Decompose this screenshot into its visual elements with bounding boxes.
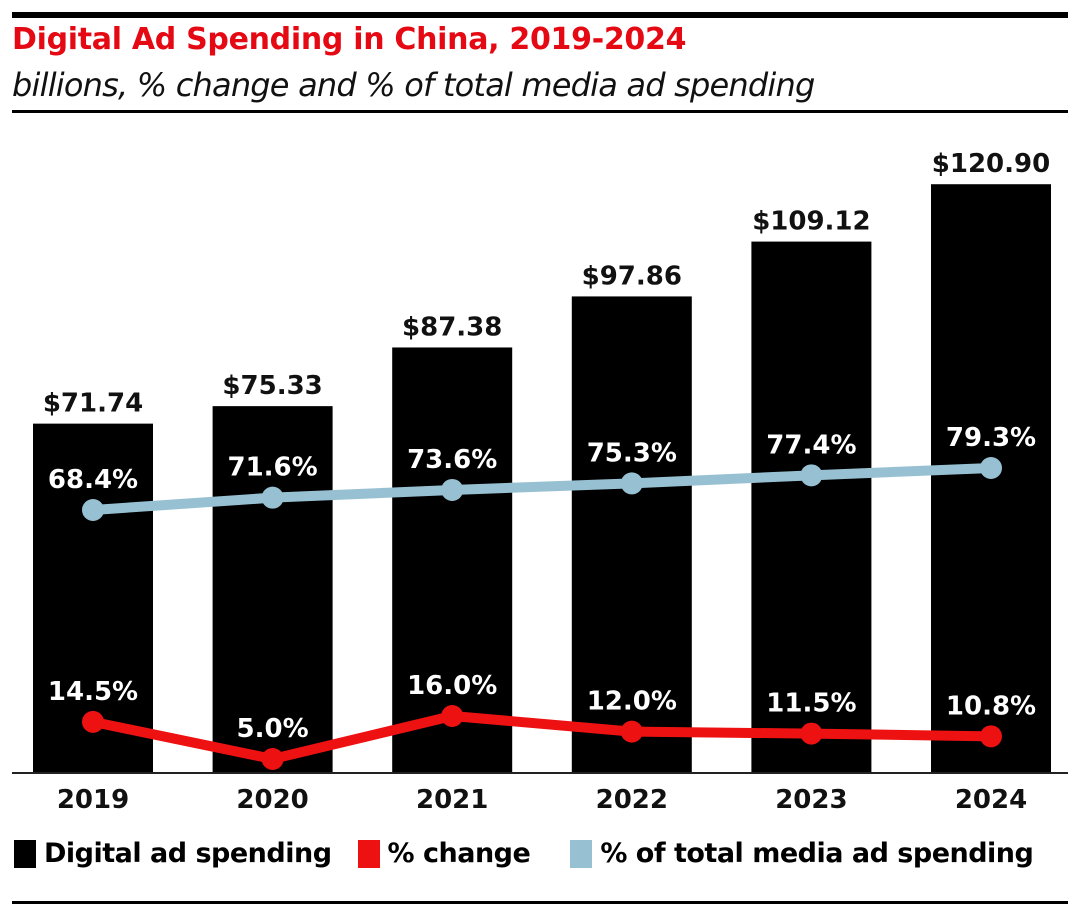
- pct-total-point-2024: [980, 457, 1002, 479]
- chart-subtitle: billions, % change and % of total media …: [12, 66, 815, 104]
- x-tick-label-2019: 2019: [57, 785, 129, 815]
- bar-value-label-2021: $87.38: [402, 312, 502, 342]
- bar-labels-layer: $71.74 $75.33 $87.38 $97.86 $109.12 $120.90: [43, 149, 1050, 418]
- pct-change-point-2019: [82, 710, 104, 733]
- legend-swatch-bars: [14, 839, 36, 868]
- pct-change-label-2024: 10.8%: [946, 691, 1036, 721]
- pct-change-point-2021: [441, 705, 464, 727]
- pct-total-point-2021: [441, 478, 464, 501]
- bar-value-label-2024: $120.90: [932, 149, 1050, 179]
- bars-layer: [33, 184, 1051, 774]
- pct-total-point-2020: [261, 486, 284, 509]
- pct-total-label-2021: 73.6%: [407, 445, 497, 475]
- legend-item-digital-ad-spending: Digital ad spending: [14, 838, 332, 869]
- legend-label: % change: [387, 838, 531, 869]
- x-tick-label-2020: 2020: [236, 785, 308, 815]
- legend-swatch-pct-change: [357, 839, 380, 868]
- pct-change-line-layer: 14.5% 5.0% 16.0% 12.0% 11.5% 10.8%: [48, 671, 1036, 770]
- pct-total-label-2020: 71.6%: [227, 453, 317, 483]
- legend: Digital ad spending % change % of total …: [14, 838, 1059, 869]
- chart-title: Digital Ad Spending in China, 2019-2024: [12, 22, 687, 57]
- bar-value-label-2022: $97.86: [582, 261, 682, 291]
- legend-label: % of total media ad spending: [600, 838, 1034, 869]
- pct-total-series-line: [92, 463, 992, 515]
- pct-change-series-line: [91, 711, 992, 764]
- pct-change-label-2021: 16.0%: [407, 671, 497, 701]
- pct-total-label-2019: 68.4%: [48, 465, 138, 495]
- bar-2021: [392, 347, 513, 773]
- x-tick-label-2024: 2024: [955, 785, 1027, 815]
- x-tick-label-2023: 2023: [775, 785, 847, 815]
- pct-change-point-2020: [261, 748, 284, 770]
- pct-total-label-2022: 75.3%: [587, 438, 677, 468]
- bottom-rule: [12, 901, 1068, 904]
- bar-2020: [212, 406, 333, 773]
- pct-change-point-2022: [620, 720, 643, 743]
- pct-total-line-layer: 68.4% 71.6% 73.6% 75.3% 77.4% 79.3%: [48, 423, 1036, 521]
- pct-change-point-2023: [800, 722, 823, 745]
- legend-swatch-pct-total: [570, 839, 593, 868]
- pct-change-point-2024: [980, 725, 1002, 748]
- bar-2023: [751, 241, 872, 774]
- bar-2022: [571, 296, 692, 773]
- bar-value-label-2020: $75.33: [222, 371, 322, 401]
- pct-total-label-2024: 79.3%: [946, 423, 1036, 453]
- x-tick-label-2022: 2022: [596, 785, 668, 815]
- pct-change-label-2022: 12.0%: [587, 687, 677, 717]
- bar-value-label-2019: $71.74: [43, 389, 143, 419]
- legend-item-pct-total: % of total media ad spending: [570, 838, 1034, 869]
- legend-item-pct-change: % change: [357, 838, 531, 869]
- pct-total-point-2023: [800, 464, 823, 487]
- pct-total-point-2019: [82, 499, 104, 521]
- pct-total-point-2022: [620, 472, 643, 495]
- x-tick-label-2021: 2021: [416, 785, 488, 815]
- pct-change-label-2020: 5.0%: [237, 714, 309, 744]
- legend-label: Digital ad spending: [44, 838, 332, 869]
- subtitle-rule: [12, 110, 1068, 113]
- top-rule: [12, 12, 1068, 18]
- bar-value-label-2023: $109.12: [752, 207, 870, 237]
- pct-total-label-2023: 77.4%: [766, 430, 856, 460]
- pct-change-label-2023: 11.5%: [766, 689, 856, 719]
- x-tick-labels: 2019 2020 2021 2022 2023 2024: [57, 785, 1027, 815]
- pct-change-label-2019: 14.5%: [48, 677, 138, 707]
